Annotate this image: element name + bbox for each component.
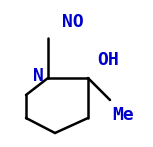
Text: N: N bbox=[33, 67, 43, 85]
Text: OH: OH bbox=[97, 51, 119, 69]
Text: Me: Me bbox=[112, 106, 134, 124]
Text: NO: NO bbox=[62, 13, 84, 31]
